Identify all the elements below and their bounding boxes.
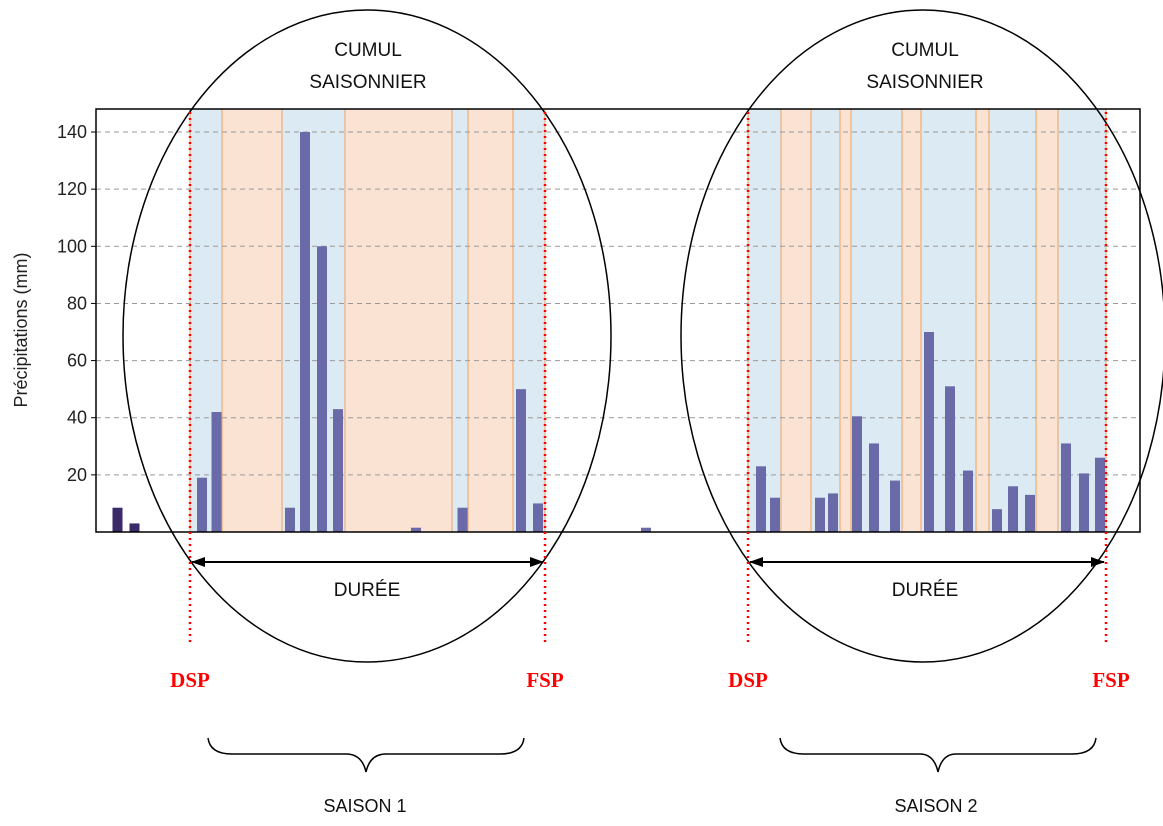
rainy-band-5 [451, 108, 469, 533]
bar-2 [129, 523, 140, 532]
rainy-band-10 [810, 108, 841, 533]
bar-13 [641, 527, 651, 532]
bar-14 [756, 466, 766, 532]
bar-26 [1025, 494, 1035, 532]
bar-15 [770, 497, 780, 532]
bar-24 [992, 509, 1002, 532]
plot-frame [95, 108, 1141, 533]
bar-25 [1008, 486, 1018, 532]
bar-10 [457, 507, 468, 532]
season-2-saisonnier-label: SAISONNIER [866, 72, 983, 93]
rainy-dry-bands [189, 108, 1107, 533]
bar-11 [516, 389, 526, 532]
bar-4 [211, 412, 222, 532]
bar-3 [197, 477, 207, 532]
bar-12 [533, 503, 543, 532]
dry-band-17 [1035, 108, 1059, 533]
dry-band-2 [221, 108, 283, 533]
bar-17 [828, 493, 838, 532]
bar-5 [285, 507, 295, 532]
bar-23 [963, 470, 973, 532]
bar-20 [890, 480, 900, 532]
dry-band-6 [467, 108, 514, 533]
bar-8 [333, 409, 343, 532]
dry-band-15 [975, 108, 990, 533]
season-2-annotations: CUMUL SAISONNIER DURÉE DSP FSP SAISON 2 [680, 9, 1163, 816]
bar-29 [1095, 457, 1105, 532]
season-2-duration-label: DURÉE [892, 580, 959, 601]
season-1-brace [207, 737, 525, 773]
dry-band-13 [901, 108, 922, 533]
season-1-label: SAISON 1 [323, 796, 406, 816]
season-1-annotations: CUMUL SAISONNIER DURÉE DSP FSP SAISON 1 [122, 9, 612, 816]
dry-band-11 [839, 108, 852, 533]
season-1-cumul-label: CUMUL [334, 40, 402, 61]
y-axis-label: Précipitations (mm) [11, 252, 31, 407]
season-2-dsp-label: DSP [728, 668, 768, 692]
bar-19 [869, 443, 879, 532]
dry-band-9 [780, 108, 812, 533]
rainy-band-16 [988, 108, 1037, 533]
bar-7 [317, 246, 327, 533]
y-tick-label-100: 100 [57, 236, 87, 256]
y-tick-label-140: 140 [57, 122, 87, 142]
bar-18 [852, 416, 862, 532]
bar-9 [411, 527, 421, 532]
y-tick-label-20: 20 [67, 465, 87, 485]
bar-22 [945, 386, 955, 532]
season-2-label: SAISON 2 [894, 796, 977, 816]
season-1-fsp-label: FSP [526, 668, 564, 692]
y-tick-label-60: 60 [67, 351, 87, 371]
season-1-dsp-label: DSP [170, 668, 210, 692]
bar-16 [815, 497, 825, 532]
season-1-duration-label: DURÉE [334, 580, 401, 601]
y-tick-label-120: 120 [57, 179, 87, 199]
bar-27 [1061, 443, 1071, 532]
gridlines [96, 131, 1140, 476]
y-tick-label-40: 40 [67, 408, 87, 428]
season-2-cumul-label: CUMUL [891, 40, 959, 61]
season-1-ellipse [122, 9, 612, 663]
bar-6 [300, 132, 310, 532]
season-2-fsp-label: FSP [1092, 668, 1130, 692]
season-2-ellipse [680, 9, 1163, 663]
y-tick-label-80: 80 [67, 293, 87, 313]
bar-21 [924, 332, 934, 532]
bar-1 [112, 507, 123, 532]
y-axis: 20 40 60 80 100 120 140 [57, 122, 96, 485]
season-2-brace [779, 737, 1097, 773]
rainfall-bars [112, 132, 1105, 533]
dry-band-4 [344, 108, 453, 533]
bar-28 [1079, 473, 1089, 532]
season-1-saisonnier-label: SAISONNIER [309, 72, 426, 93]
